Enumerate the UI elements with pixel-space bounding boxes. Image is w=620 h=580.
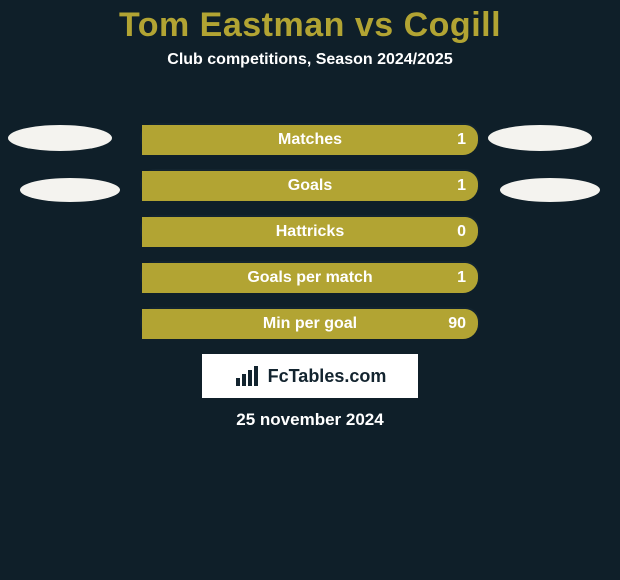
bar-value-right: 1 [457, 171, 466, 201]
bar-label: Goals per match [142, 263, 478, 293]
decorative-ellipse [8, 125, 112, 151]
bar-track: Min per goal90 [140, 307, 480, 337]
branding-badge: FcTables.com [202, 354, 418, 398]
bar-track: Goals per match1 [140, 261, 480, 291]
comparison-infographic: Tom Eastman vs Cogill Club competitions,… [0, 0, 620, 580]
decorative-ellipse [500, 178, 600, 202]
bars-icon [234, 364, 262, 388]
bar-track: Matches1 [140, 123, 480, 153]
bar-label: Min per goal [142, 309, 478, 339]
bar-label: Goals [142, 171, 478, 201]
bar-value-right: 0 [457, 217, 466, 247]
decorative-ellipse [488, 125, 592, 151]
page-title: Tom Eastman vs Cogill [0, 0, 620, 45]
decorative-ellipse [20, 178, 120, 202]
stat-row: Hattricks0 [0, 215, 620, 245]
bar-track: Hattricks0 [140, 215, 480, 245]
branding-text: FcTables.com [268, 366, 387, 387]
bar-track: Goals1 [140, 169, 480, 199]
bar-label: Matches [142, 125, 478, 155]
stat-row: Goals per match1 [0, 261, 620, 291]
bar-value-right: 90 [448, 309, 466, 339]
bar-label: Hattricks [142, 217, 478, 247]
date-text: 25 november 2024 [0, 410, 620, 430]
bar-value-right: 1 [457, 125, 466, 155]
subtitle: Club competitions, Season 2024/2025 [0, 51, 620, 69]
bar-value-right: 1 [457, 263, 466, 293]
stat-row: Min per goal90 [0, 307, 620, 337]
